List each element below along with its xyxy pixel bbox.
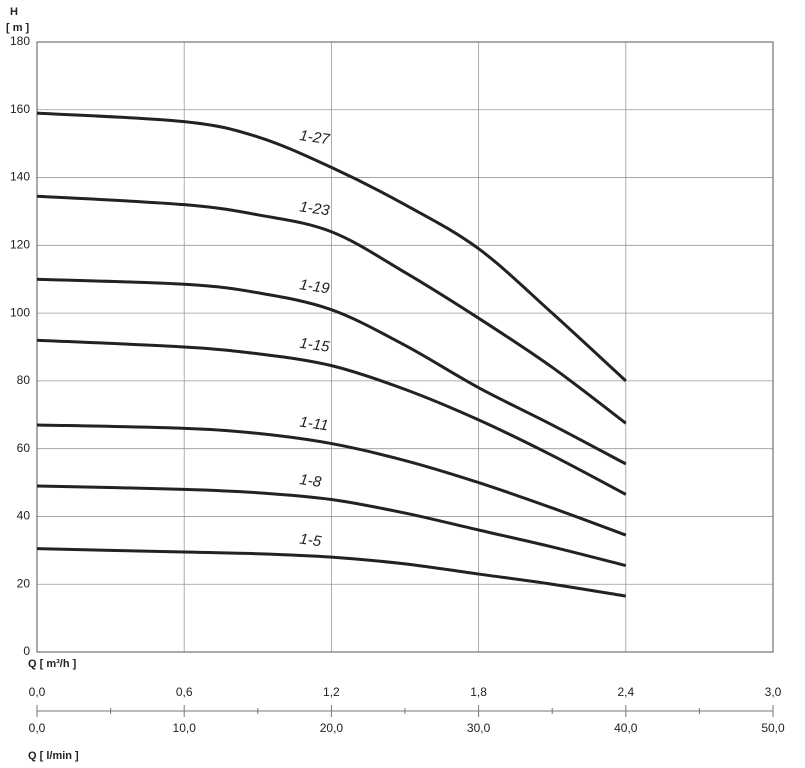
- curve-label: 1-11: [298, 414, 329, 435]
- curve: [36, 111, 627, 382]
- curve-label: 1-15: [298, 335, 331, 356]
- x2-tick-label: 40,0: [614, 721, 638, 735]
- y-tick-label: 20: [17, 576, 31, 590]
- y-tick-label: 60: [17, 441, 31, 455]
- curve-label: 1-27: [298, 127, 331, 148]
- x2-label: Q [ l/min ]: [28, 750, 79, 762]
- y-tick-label: 160: [10, 102, 30, 116]
- y-unit: [ m ]: [6, 22, 30, 34]
- plot-frame: [36, 41, 774, 653]
- curve: [36, 194, 627, 425]
- curve: [36, 338, 627, 496]
- y-tick-label: 140: [10, 170, 30, 184]
- curve-label: 1-8: [298, 471, 322, 491]
- y-label: H: [10, 6, 18, 18]
- x-tick-label: 0,6: [176, 685, 193, 699]
- x-tick-label: 3,0: [765, 685, 782, 699]
- x2-tick-label: 50,0: [761, 721, 785, 735]
- curve: [36, 423, 627, 537]
- y-tick-label: 0: [23, 644, 30, 658]
- curve: [36, 484, 627, 568]
- y-tick-label: 40: [17, 509, 31, 523]
- y-tick-label: 180: [10, 34, 30, 48]
- x-label: Q [ m³/h ]: [28, 658, 77, 670]
- x2-tick-label: 10,0: [173, 721, 197, 735]
- curve: [36, 547, 627, 598]
- y-tick-label: 80: [17, 373, 31, 387]
- x2-tick-label: 20,0: [320, 721, 344, 735]
- y-tick-label: 100: [10, 305, 30, 319]
- x-tick-label: 1,8: [470, 685, 487, 699]
- y-tick-label: 120: [10, 238, 30, 252]
- x2-tick-label: 0,0: [29, 721, 46, 735]
- x-tick-label: 0,0: [29, 685, 46, 699]
- curve-label: 1-5: [298, 530, 322, 550]
- x2-tick-label: 30,0: [467, 721, 491, 735]
- x-tick-label: 2,4: [617, 685, 634, 699]
- curve-label: 1-19: [298, 276, 331, 297]
- curve-label: 1-23: [298, 198, 331, 219]
- x-tick-label: 1,2: [323, 685, 340, 699]
- curve: [36, 277, 627, 466]
